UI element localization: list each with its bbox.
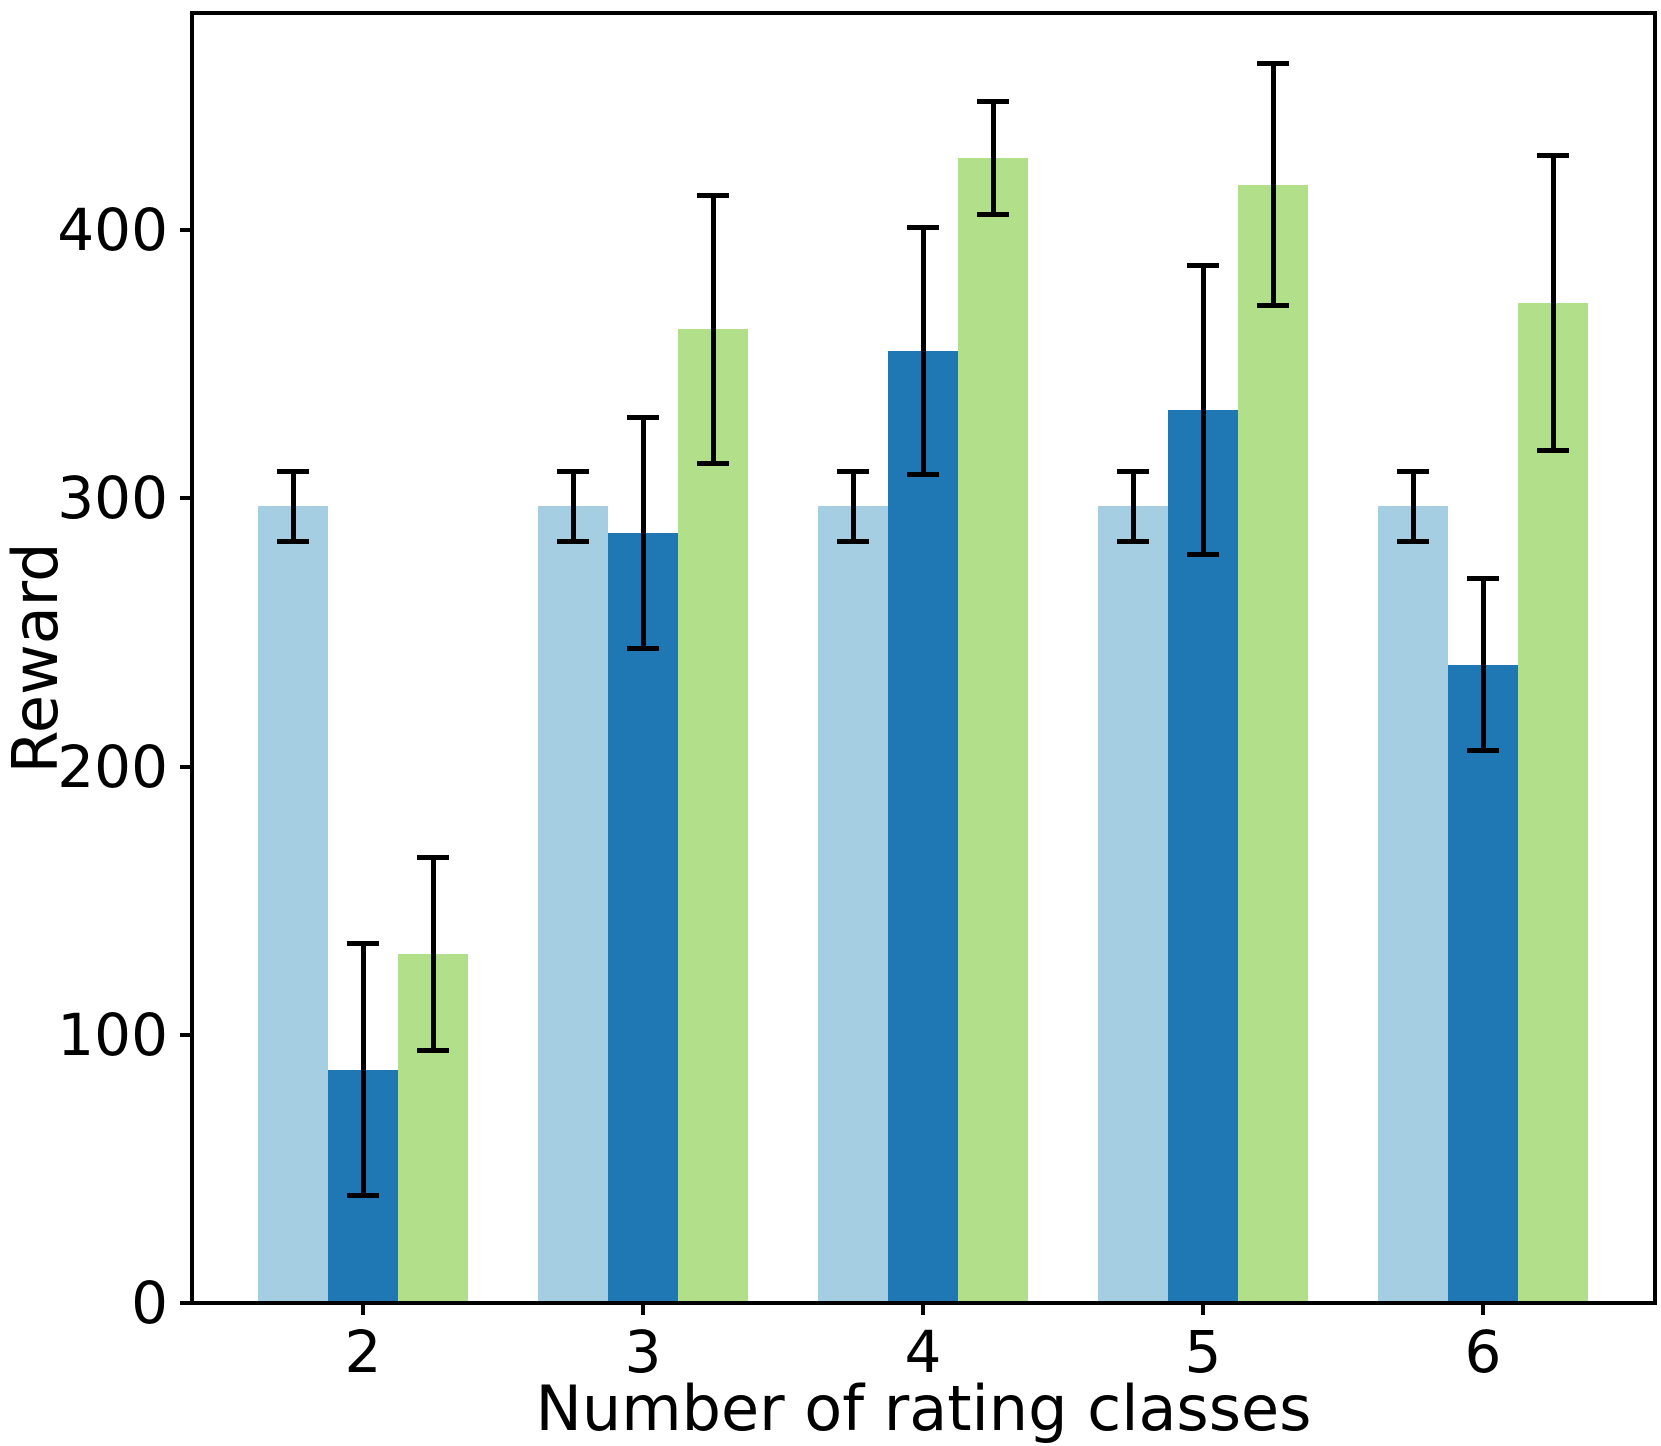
error-bar-dark-blue-series-cat-6	[1480, 578, 1486, 751]
y-tick-400	[180, 228, 192, 233]
error-cap-low-light-blue-series-cat-4	[837, 538, 869, 544]
error-cap-low-light-blue-series-cat-2	[277, 538, 309, 544]
error-cap-high-green-series-cat-3	[697, 192, 729, 198]
error-bar-green-series-cat-2	[430, 857, 436, 1051]
y-tick-label-200: 200	[57, 732, 168, 801]
error-bar-green-series-cat-4	[990, 101, 996, 215]
error-bar-light-blue-series-cat-5	[1130, 471, 1136, 542]
error-cap-low-dark-blue-series-cat-6	[1467, 748, 1499, 754]
error-bar-green-series-cat-3	[710, 195, 716, 464]
y-tick-300	[180, 496, 192, 501]
error-cap-high-dark-blue-series-cat-2	[347, 941, 379, 947]
error-cap-low-light-blue-series-cat-5	[1117, 538, 1149, 544]
error-cap-low-dark-blue-series-cat-3	[627, 646, 659, 652]
y-tick-label-100: 100	[57, 1000, 168, 1069]
error-cap-low-green-series-cat-2	[417, 1048, 449, 1054]
bar-light-blue-series-cat-2	[258, 506, 328, 1303]
error-bar-light-blue-series-cat-4	[850, 471, 856, 542]
bar-light-blue-series-cat-6	[1378, 506, 1448, 1303]
error-bar-green-series-cat-6	[1550, 155, 1556, 451]
y-axis-label: Reward	[0, 542, 72, 774]
error-cap-low-dark-blue-series-cat-5	[1187, 552, 1219, 558]
error-cap-low-dark-blue-series-cat-4	[907, 471, 939, 477]
error-bar-light-blue-series-cat-6	[1410, 471, 1416, 542]
bar-light-blue-series-cat-3	[538, 506, 608, 1303]
x-tick-3	[641, 1303, 645, 1315]
error-cap-high-light-blue-series-cat-4	[837, 469, 869, 475]
bar-green-series-cat-6	[1518, 302, 1588, 1303]
bar-light-blue-series-cat-5	[1098, 506, 1168, 1303]
error-cap-high-light-blue-series-cat-3	[557, 469, 589, 475]
error-bar-dark-blue-series-cat-4	[920, 227, 926, 475]
bar-light-blue-series-cat-4	[818, 506, 888, 1303]
error-cap-high-light-blue-series-cat-5	[1117, 469, 1149, 475]
error-cap-low-green-series-cat-5	[1257, 302, 1289, 308]
x-tick-6	[1481, 1303, 1485, 1315]
right-spine	[1653, 11, 1657, 1305]
error-cap-high-green-series-cat-6	[1537, 152, 1569, 158]
top-spine	[190, 11, 1657, 15]
bar-dark-blue-series-cat-6	[1448, 664, 1518, 1303]
y-tick-label-300: 300	[57, 464, 168, 533]
x-tick-5	[1201, 1303, 1205, 1315]
x-tick-label-4: 4	[904, 1318, 942, 1386]
y-tick-label-400: 400	[57, 196, 168, 265]
y-tick-0	[180, 1301, 192, 1305]
left-spine	[190, 11, 194, 1305]
error-bar-dark-blue-series-cat-3	[640, 417, 646, 649]
bottom-spine	[190, 1301, 1657, 1305]
error-cap-low-dark-blue-series-cat-2	[347, 1193, 379, 1199]
error-cap-high-light-blue-series-cat-2	[277, 469, 309, 475]
error-cap-high-green-series-cat-2	[417, 855, 449, 861]
bar-green-series-cat-3	[678, 329, 748, 1303]
error-cap-low-light-blue-series-cat-6	[1397, 538, 1429, 544]
bar-dark-blue-series-cat-5	[1168, 409, 1238, 1303]
error-cap-low-green-series-cat-3	[697, 461, 729, 467]
error-bar-green-series-cat-5	[1270, 63, 1276, 306]
x-tick-label-6: 6	[1464, 1318, 1502, 1386]
y-tick-100	[180, 1032, 192, 1037]
bar-dark-blue-series-cat-3	[608, 533, 678, 1303]
error-bar-light-blue-series-cat-2	[290, 471, 296, 542]
error-bar-light-blue-series-cat-3	[570, 471, 576, 542]
error-cap-low-green-series-cat-6	[1537, 447, 1569, 453]
x-tick-label-2: 2	[344, 1318, 382, 1386]
error-cap-low-light-blue-series-cat-3	[557, 538, 589, 544]
y-tick-200	[180, 764, 192, 769]
error-cap-high-green-series-cat-4	[977, 99, 1009, 104]
x-tick-label-3: 3	[624, 1318, 662, 1386]
y-tick-label-0: 0	[131, 1269, 168, 1337]
bar-dark-blue-series-cat-4	[888, 350, 958, 1303]
bar-green-series-cat-4	[958, 157, 1028, 1303]
error-bar-dark-blue-series-cat-5	[1200, 265, 1206, 555]
error-cap-high-dark-blue-series-cat-4	[907, 225, 939, 231]
error-cap-high-dark-blue-series-cat-5	[1187, 262, 1219, 268]
x-tick-4	[921, 1303, 925, 1315]
x-tick-label-5: 5	[1184, 1318, 1222, 1386]
error-cap-high-light-blue-series-cat-6	[1397, 469, 1429, 475]
error-bar-dark-blue-series-cat-2	[360, 943, 366, 1196]
error-cap-low-green-series-cat-4	[977, 211, 1009, 217]
error-cap-high-dark-blue-series-cat-3	[627, 415, 659, 421]
bar-green-series-cat-5	[1238, 184, 1308, 1303]
x-tick-2	[361, 1303, 365, 1315]
x-axis-label: Number of rating classes	[535, 1372, 1312, 1445]
error-cap-high-dark-blue-series-cat-6	[1467, 576, 1499, 582]
error-cap-high-green-series-cat-5	[1257, 61, 1289, 67]
